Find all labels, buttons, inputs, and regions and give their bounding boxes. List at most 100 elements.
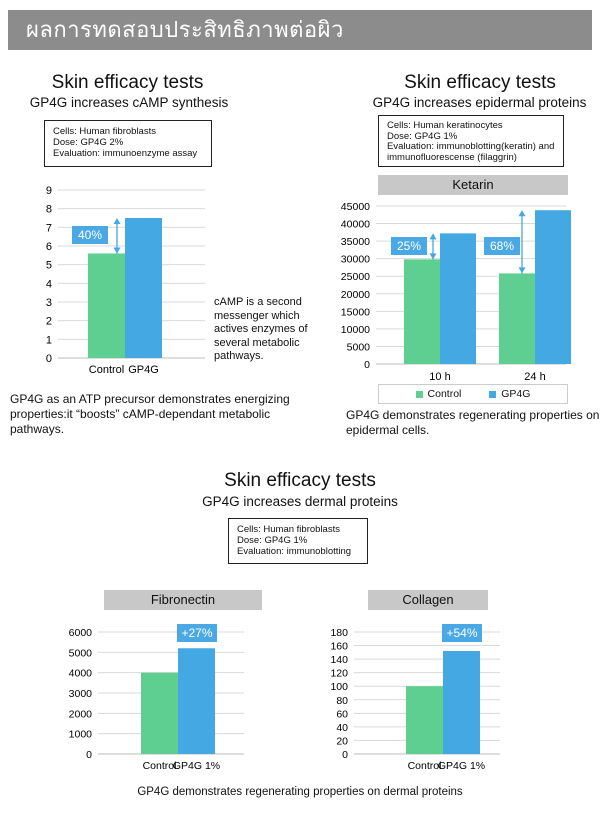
legend-label-control: Control — [427, 388, 462, 400]
panel2-title: Skin efficacy tests — [404, 72, 556, 93]
bar-control-1 — [499, 273, 535, 364]
arrow-head-top — [113, 218, 121, 224]
info-line: Evaluation: immunoenzyme assay — [53, 148, 198, 159]
panel2-subtitle: GP4G increases epidermal proteins — [372, 95, 587, 110]
bar-0 — [141, 672, 178, 754]
page-banner: ผลการทดสอบประสิทธิภาพต่อผิว — [8, 10, 592, 50]
panel1-side-note: cAMP is a second messenger which actives… — [214, 296, 308, 364]
bar-gp4g-1 — [535, 210, 571, 364]
panel3-info-box: Cells: Human fibroblasts Dose: GP4G 1% E… — [228, 518, 368, 564]
y-tick-label: 4000 — [69, 668, 93, 680]
y-tick-label: 0 — [342, 749, 348, 761]
y-tick-label: 0 — [86, 749, 92, 761]
chart-ketarin: 0 5000 10000 15000 20000 25000 30000 35000 40000… — [341, 201, 571, 383]
y-tick-label: 100 — [330, 681, 348, 693]
note-line: pathways. — [10, 422, 65, 436]
y-tick-label: 0 — [364, 359, 370, 371]
x-tick-label: Control — [408, 760, 442, 772]
info-line: Evaluation: immunoblotting — [237, 546, 352, 557]
y-tick-label: 9 — [46, 185, 52, 197]
bar-1 — [178, 648, 215, 754]
y-tick-label: 5000 — [69, 647, 93, 659]
x-tick-label: 10 h — [429, 371, 450, 383]
y-tick-label: 2 — [46, 316, 52, 328]
bar-gp4g-0 — [440, 233, 476, 364]
note-line: messenger which — [214, 309, 300, 322]
chart-camp: 0 1 2 3 4 5 6 7 8 9 Control GP4G — [46, 185, 205, 376]
panel2-bottom-note: GP4G demonstrates regenerating propertie… — [346, 408, 599, 438]
x-tick-label: 24 h — [524, 371, 545, 383]
arrow-head-bottom — [429, 253, 437, 260]
y-tick-label: 160 — [330, 641, 348, 653]
y-tick-label: 1 — [46, 334, 52, 346]
y-tick-label: 60 — [336, 708, 348, 720]
collagen-header: Collagen — [368, 590, 488, 610]
bar-1 — [443, 650, 480, 754]
y-tick-label: 3000 — [69, 688, 93, 700]
legend-label-gp4g: GP4G — [501, 388, 531, 400]
y-tick-label: 25000 — [341, 271, 370, 283]
y-tick-label: 40000 — [341, 219, 370, 231]
panel1-info-box: Cells: Human fibroblasts Dose: GP4G 2% E… — [44, 120, 212, 167]
y-tick-label: 4 — [46, 278, 52, 290]
percent-label-25: 25% — [391, 237, 427, 255]
y-tick-label: 140 — [330, 654, 348, 666]
percent-label-54: +54% — [442, 624, 482, 642]
ketarin-legend: Control GP4G — [378, 384, 568, 404]
info-line: Dose: GP4G 1% — [237, 535, 308, 546]
x-tick-label: GP4G 1% — [438, 760, 485, 772]
y-tick-label: 1000 — [69, 729, 93, 741]
info-line: Evaluation: immunoblotting(keratin) and — [387, 141, 555, 152]
panel3-bottom-note: GP4G demonstrates regenerating propertie… — [137, 786, 463, 798]
info-line: Dose: GP4G 2% — [53, 137, 124, 148]
note-line: epidermal cells. — [346, 423, 430, 437]
y-tick-label: 6000 — [69, 627, 93, 639]
info-line: Cells: Human fibroblasts — [53, 126, 156, 137]
note-line: properties:it “boosts” cAMP-dependant me… — [10, 407, 271, 421]
note-line: GP4G as an ATP precursor demonstrates en… — [10, 392, 290, 406]
note-line: cAMP is a second — [214, 296, 302, 308]
arrow-head-bottom — [518, 267, 526, 274]
y-tick-label: 35000 — [341, 236, 370, 248]
bar-0 — [406, 686, 443, 754]
legend-swatch-control — [415, 390, 423, 398]
panel2-info-box: Cells: Human keratinocytes Dose: GP4G 1%… — [378, 115, 564, 167]
y-tick-label: 45000 — [341, 201, 370, 213]
arrow-head-top — [429, 233, 437, 240]
y-tick-label: 5000 — [347, 341, 371, 353]
percent-label-40: 40% — [72, 226, 108, 244]
y-tick-label: 120 — [330, 668, 348, 680]
y-tick-label: 20 — [336, 735, 348, 747]
x-tick-label: GP4G — [128, 364, 159, 376]
note-line: several metabolic — [214, 336, 300, 349]
y-tick-label: 5 — [46, 260, 52, 272]
bar-1 — [125, 218, 162, 358]
x-tick-label: Control — [143, 760, 177, 772]
bar-control-0 — [404, 259, 440, 364]
panel3-title: Skin efficacy tests — [224, 470, 376, 491]
x-tick-label: Control — [89, 364, 124, 376]
y-tick-label: 7 — [46, 222, 52, 234]
legend-swatch-gp4g — [489, 390, 497, 398]
fibronectin-header: Fibronectin — [104, 590, 262, 610]
y-tick-label: 2000 — [69, 708, 93, 720]
y-tick-label: 10000 — [341, 324, 370, 336]
arrow-head-top — [518, 210, 526, 217]
panel1-bottom-note: GP4G as an ATP precursor demonstrates en… — [10, 392, 290, 437]
info-line: Dose: GP4G 1% — [387, 130, 458, 142]
panel1-subtitle: GP4G increases cAMP synthesis — [29, 95, 229, 110]
info-line: Cells: Human keratinocytes — [387, 120, 503, 131]
arrow-head-bottom — [113, 247, 121, 254]
y-tick-label: 30000 — [341, 254, 370, 266]
info-line: Cells: Human fibroblasts — [237, 524, 340, 535]
panel3-subtitle: GP4G increases dermal proteins — [202, 494, 398, 509]
y-tick-label: 20000 — [341, 289, 370, 301]
y-tick-label: 8 — [46, 204, 52, 216]
info-line: immunofluorescense (filaggrin) — [387, 151, 517, 163]
y-tick-label: 80 — [336, 695, 348, 707]
y-tick-label: 6 — [46, 241, 52, 253]
y-tick-label: 180 — [330, 627, 348, 639]
note-line: pathways. — [214, 350, 264, 362]
percent-label-27: +27% — [177, 624, 217, 642]
